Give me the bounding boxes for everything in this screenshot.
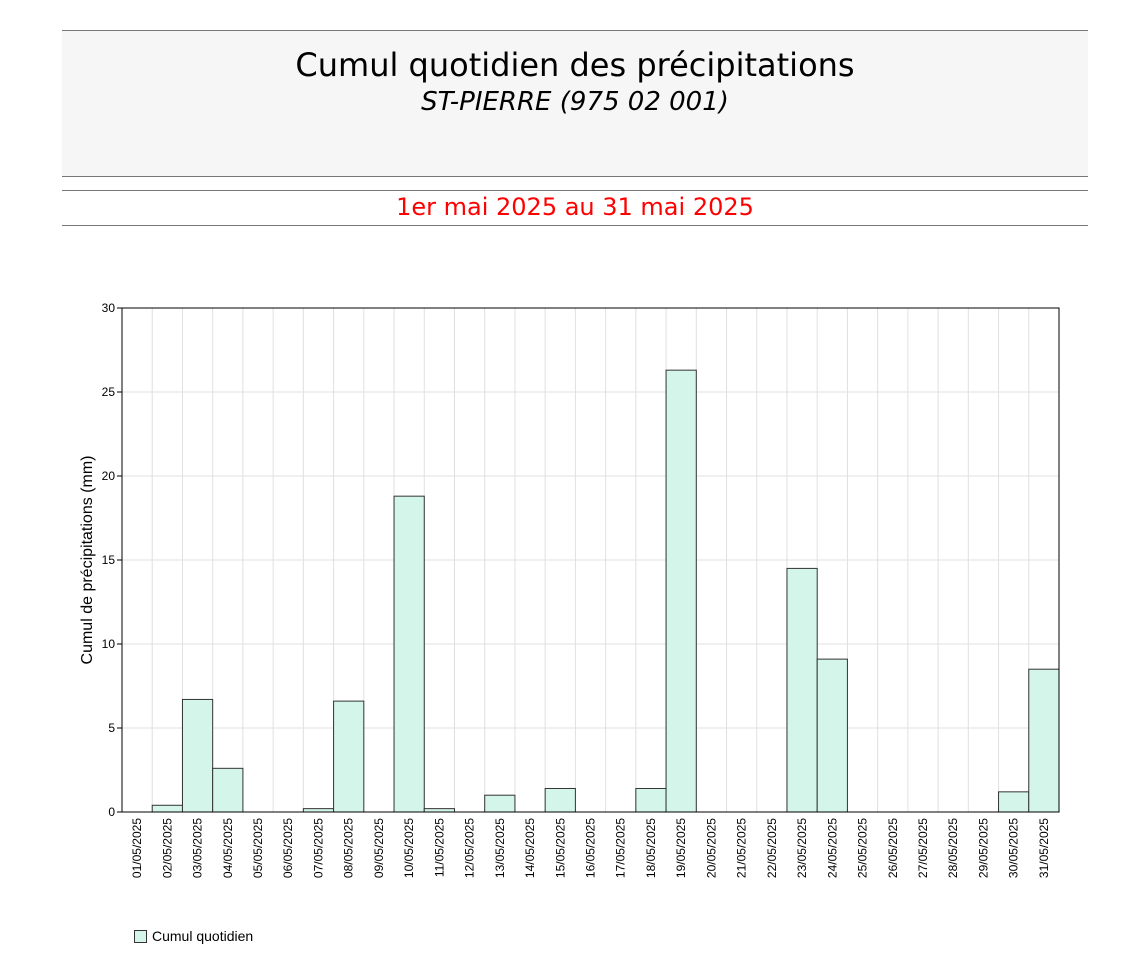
x-tick-label: 30/05/2025 bbox=[1007, 818, 1021, 878]
bar bbox=[1028, 668, 1060, 813]
x-tick-label: 09/05/2025 bbox=[372, 818, 386, 878]
plot-frame bbox=[121, 307, 1060, 813]
period-text: 1er mai 2025 au 31 mai 2025 bbox=[396, 193, 754, 221]
y-tick-label: 0 bbox=[108, 805, 115, 819]
legend-label: Cumul quotidien bbox=[152, 928, 254, 944]
legend-swatch-icon bbox=[134, 929, 147, 943]
bar bbox=[151, 804, 183, 813]
x-tick-label: 02/05/2025 bbox=[160, 818, 174, 878]
bar bbox=[181, 698, 214, 813]
x-tick-label: 19/05/2025 bbox=[674, 818, 688, 878]
x-tick-label: 17/05/2025 bbox=[614, 818, 628, 878]
y-tick-label: 25 bbox=[102, 385, 116, 399]
y-tick-label: 10 bbox=[102, 637, 116, 651]
x-tick-label: 29/05/2025 bbox=[976, 818, 990, 878]
bar bbox=[302, 808, 335, 813]
x-tick-label: 31/05/2025 bbox=[1037, 818, 1051, 878]
bar bbox=[333, 700, 365, 813]
x-tick-label: 04/05/2025 bbox=[221, 818, 235, 878]
x-tick-label: 28/05/2025 bbox=[946, 818, 960, 878]
x-tick-label: 21/05/2025 bbox=[735, 818, 749, 878]
station-name: ST-PIERRE (975 02 001) bbox=[421, 87, 729, 117]
y-axis-label: Cumul de précipitations (mm) bbox=[79, 456, 96, 665]
x-tick-label: 07/05/2025 bbox=[311, 818, 325, 878]
bar bbox=[665, 369, 697, 813]
x-tick-label: 08/05/2025 bbox=[342, 818, 356, 878]
x-tick-label: 16/05/2025 bbox=[584, 818, 598, 878]
x-tick-label: 05/05/2025 bbox=[251, 818, 265, 878]
bar bbox=[393, 495, 425, 813]
chart-header: Cumul quotidien des précipitations ST-PI… bbox=[62, 30, 1088, 177]
x-tick-label: 20/05/2025 bbox=[704, 818, 718, 878]
x-tick-label: 11/05/2025 bbox=[432, 818, 446, 877]
chart-title: Cumul quotidien des précipitations bbox=[295, 46, 855, 84]
x-tick-label: 25/05/2025 bbox=[856, 818, 870, 878]
y-tick-label: 15 bbox=[102, 553, 116, 567]
x-tick-label: 23/05/2025 bbox=[795, 818, 809, 878]
bar bbox=[544, 787, 576, 813]
bar bbox=[998, 791, 1030, 813]
x-tick-label: 18/05/2025 bbox=[644, 818, 658, 878]
x-tick-label: 14/05/2025 bbox=[523, 818, 537, 878]
bar bbox=[484, 794, 516, 813]
bar bbox=[423, 808, 455, 813]
period-banner: 1er mai 2025 au 31 mai 2025 bbox=[62, 190, 1088, 226]
bar bbox=[212, 767, 244, 813]
bar bbox=[816, 658, 848, 813]
bar bbox=[786, 567, 818, 813]
x-tick-label: 22/05/2025 bbox=[765, 818, 779, 878]
x-tick-label: 13/05/2025 bbox=[493, 818, 507, 878]
x-tick-label: 24/05/2025 bbox=[825, 818, 839, 878]
x-tick-label: 12/05/2025 bbox=[463, 818, 477, 878]
x-tick-label: 06/05/2025 bbox=[281, 818, 295, 878]
y-tick-label: 20 bbox=[102, 469, 116, 483]
y-tick-label: 5 bbox=[108, 721, 115, 735]
x-tick-label: 27/05/2025 bbox=[916, 818, 930, 878]
bar bbox=[635, 787, 667, 813]
x-tick-label: 03/05/2025 bbox=[191, 818, 205, 878]
x-tick-label: 10/05/2025 bbox=[402, 818, 416, 878]
x-tick-label: 15/05/2025 bbox=[553, 818, 567, 878]
x-tick-label: 01/05/2025 bbox=[130, 818, 144, 878]
legend: Cumul quotidien bbox=[134, 928, 253, 944]
y-tick-label: 30 bbox=[102, 301, 116, 315]
x-tick-label: 26/05/2025 bbox=[886, 818, 900, 878]
